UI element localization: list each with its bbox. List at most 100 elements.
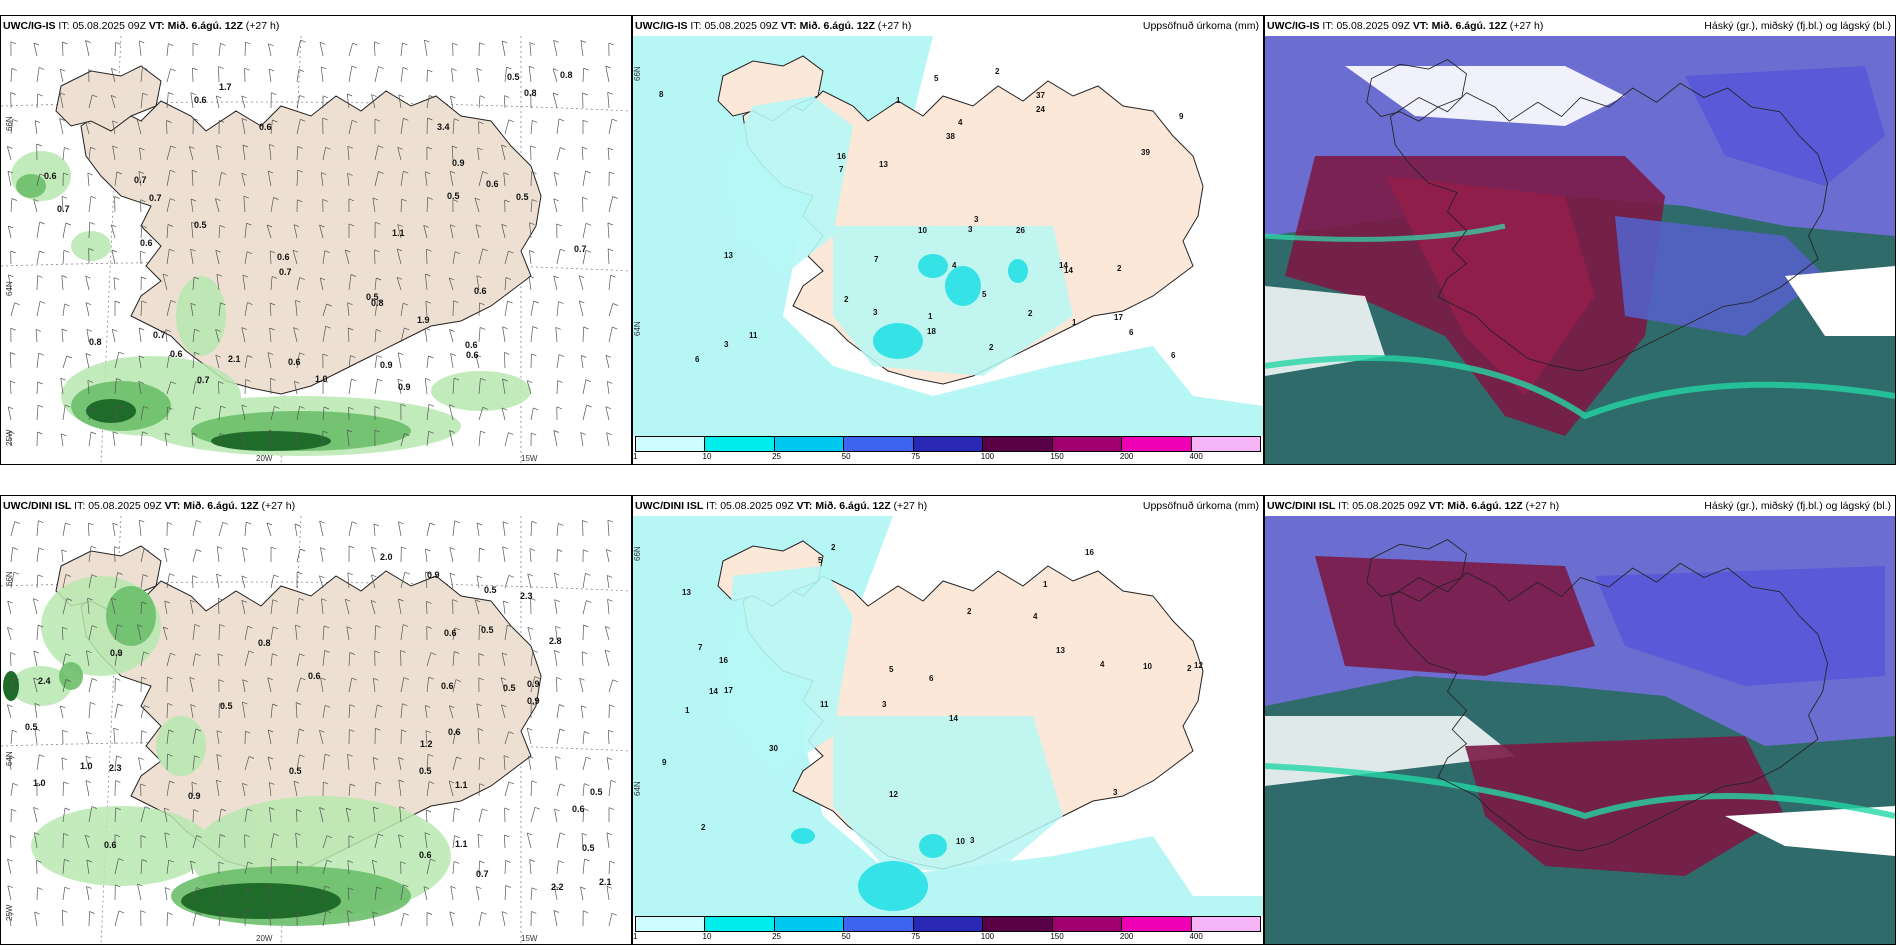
wind-barb-flag <box>194 351 200 355</box>
wind-barb-flag <box>479 42 485 46</box>
wind-barb-flag <box>371 546 377 550</box>
wind-barb <box>114 653 118 667</box>
wind-barb-flag <box>38 547 44 551</box>
wind-barb-flag <box>454 835 460 839</box>
wind-barb-flag <box>90 545 97 549</box>
wind-barb-flag <box>423 225 429 228</box>
wind-barb-flag <box>478 677 484 681</box>
wind-barb-flag <box>194 755 200 759</box>
value-label: 0.6 <box>170 349 183 359</box>
wind-barb <box>606 575 610 589</box>
wind-barb-flag <box>195 728 202 732</box>
wind-barb-flag <box>429 522 435 526</box>
wind-barb <box>296 40 301 57</box>
wind-barb <box>346 93 350 109</box>
wind-barb-flag <box>167 703 173 706</box>
wind-barb-flag <box>217 546 223 549</box>
wind-barb <box>218 66 220 83</box>
wind-barb <box>9 755 12 771</box>
wind-barb-flag <box>450 353 456 356</box>
wind-barb-flag <box>397 378 403 382</box>
wind-barb <box>348 274 352 291</box>
wind-barb <box>7 885 12 901</box>
wind-barb-flag <box>425 571 431 575</box>
wind-barb <box>607 248 610 265</box>
wind-barb-flag <box>242 547 248 550</box>
wind-barb <box>293 381 298 395</box>
wind-barb-flag <box>373 806 379 810</box>
wind-barb <box>60 378 64 395</box>
wind-barb <box>556 380 558 395</box>
wind-barb-flag <box>248 756 255 759</box>
wind-barb-flag <box>246 887 252 891</box>
wind-barb-flag <box>502 326 508 330</box>
value-label: 0.9 <box>452 158 465 168</box>
wind-barb-flag <box>143 405 149 409</box>
wind-barb <box>346 429 350 447</box>
wind-barb <box>296 433 298 447</box>
lat-label: 25W <box>5 904 14 921</box>
wind-barb-flag <box>218 597 224 601</box>
wind-barb-flag <box>605 354 612 358</box>
wind-barb-flag <box>296 809 302 812</box>
wind-barb <box>530 199 533 213</box>
wind-barb-flag <box>167 753 173 757</box>
wind-barb <box>192 352 195 369</box>
wind-barb-flag <box>581 651 588 655</box>
wind-barb <box>582 197 584 213</box>
wind-barb <box>88 806 93 823</box>
wind-barb-flag <box>12 547 18 550</box>
wind-barb-flag <box>423 886 430 889</box>
value-label: 0.6 <box>194 95 207 105</box>
wind-barb <box>322 650 326 667</box>
wind-barb-flag <box>269 144 275 147</box>
wind-barb-flag <box>404 327 410 331</box>
wind-barb <box>556 301 559 317</box>
wind-barb <box>88 523 90 537</box>
wind-barb-flag <box>323 406 330 410</box>
wind-barb-flag <box>400 650 406 653</box>
wind-barb <box>504 251 509 265</box>
wind-barb <box>530 326 534 343</box>
panel-legend-title: Uppsöfnuð úrkoma (mm) <box>1142 20 1259 32</box>
wind-barb <box>62 147 65 161</box>
wind-barb-flag <box>609 171 615 175</box>
wind-barb-flag <box>454 627 461 631</box>
wind-barb-flag <box>247 302 253 305</box>
wind-barb-flag <box>139 519 145 523</box>
wind-barb-flag <box>142 431 148 435</box>
colorbar-tick: 75 <box>911 932 921 941</box>
wind-barb-flag <box>322 117 328 121</box>
wind-barb-flag <box>347 93 353 97</box>
wind-barb-flag <box>7 170 14 174</box>
wind-barb <box>270 833 275 849</box>
wind-barb <box>348 783 351 797</box>
wind-barb-flag <box>449 170 456 174</box>
wind-barb-flag <box>267 170 274 174</box>
wind-barb <box>608 327 613 343</box>
wind-barb <box>111 598 116 615</box>
wind-barb <box>426 754 429 771</box>
wind-barb <box>322 835 328 849</box>
wind-barb <box>34 703 38 719</box>
wind-barb-flag <box>247 355 253 358</box>
wind-barb <box>217 653 220 667</box>
wind-barb-flag <box>219 225 225 228</box>
wind-barb-flag <box>502 40 508 44</box>
wind-barb-flag <box>220 43 226 46</box>
wind-barb-flag <box>33 598 39 602</box>
wind-barb-flag <box>612 679 618 683</box>
wind-barb <box>140 859 143 875</box>
wind-barb-flag <box>348 406 354 410</box>
wind-barb <box>530 887 533 901</box>
wind-barb-flag <box>506 66 512 70</box>
wind-barb-flag <box>34 832 40 835</box>
wind-barb-flag <box>115 884 121 888</box>
wind-barb <box>582 404 587 421</box>
value-label: 24 <box>1036 105 1045 114</box>
wind-barb <box>36 301 41 317</box>
wind-barb-flag <box>33 199 39 202</box>
wind-barb-flag <box>34 728 41 731</box>
wind-barb-flag <box>476 703 482 707</box>
colorbar-swatch <box>1052 437 1123 451</box>
